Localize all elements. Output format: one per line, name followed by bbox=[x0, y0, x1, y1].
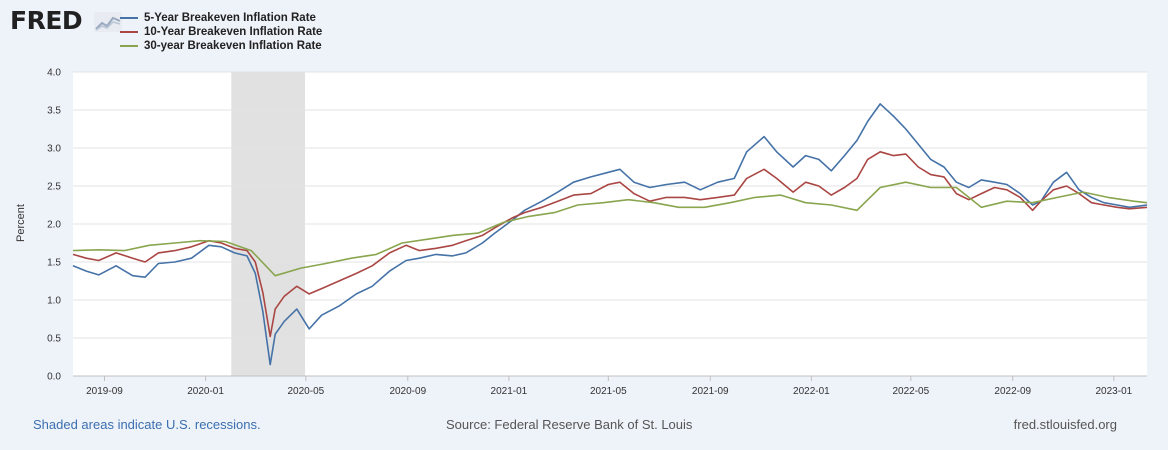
x-tick-label: 2020-09 bbox=[389, 386, 426, 397]
x-tick-label: 2022-09 bbox=[994, 386, 1031, 397]
recession-note[interactable]: Shaded areas indicate U.S. recessions. bbox=[33, 417, 261, 432]
legend-swatch bbox=[120, 45, 138, 47]
source-credit: Source: Federal Reserve Bank of St. Loui… bbox=[446, 417, 693, 432]
series-line[interactable] bbox=[72, 151, 1148, 338]
y-tick-label: 0.0 bbox=[47, 372, 61, 383]
y-tick-label: 1.5 bbox=[47, 258, 61, 269]
y-tick-label: 1.0 bbox=[47, 296, 61, 307]
legend-swatch bbox=[120, 17, 138, 19]
legend-label: 5-Year Breakeven Inflation Rate bbox=[144, 12, 316, 24]
y-tick-label: 0.5 bbox=[47, 334, 61, 345]
x-tick-label: 2021-01 bbox=[491, 386, 528, 397]
x-tick-label: 2023-01 bbox=[1096, 386, 1133, 397]
x-tick-label: 2019-09 bbox=[86, 386, 123, 397]
line-chart: 0.0 0.5 1.0 1.5 2.0 2.5 3.0 3.5 4.0 2019-09 2020-… bbox=[15, 68, 1148, 397]
y-tick-label: 2.5 bbox=[47, 182, 61, 193]
x-tick-label: 2022-01 bbox=[793, 386, 830, 397]
x-tick-label: 2020-01 bbox=[187, 386, 224, 397]
y-axis-label: Percent bbox=[15, 204, 27, 242]
line-chart-icon bbox=[94, 12, 122, 32]
x-tick-label: 2021-05 bbox=[590, 386, 627, 397]
y-tick-label: 3.5 bbox=[47, 106, 61, 117]
y-tick-label: 2.0 bbox=[47, 220, 61, 231]
legend-item[interactable]: 30-year Breakeven Inflation Rate bbox=[120, 39, 322, 53]
series-line[interactable] bbox=[72, 181, 1148, 277]
legend-item[interactable]: 10-Year Breakeven Inflation Rate bbox=[120, 25, 322, 39]
fred-logo[interactable]: FRED bbox=[10, 6, 122, 36]
legend-label: 30-year Breakeven Inflation Rate bbox=[144, 40, 322, 52]
y-tick-label: 4.0 bbox=[47, 68, 61, 79]
site-url[interactable]: fred.stlouisfed.org bbox=[1013, 417, 1117, 432]
logo-text: FRED bbox=[10, 6, 83, 35]
legend-label: 10-Year Breakeven Inflation Rate bbox=[144, 26, 323, 38]
x-tick-label: 2021-09 bbox=[692, 386, 729, 397]
legend-item[interactable]: 5-Year Breakeven Inflation Rate bbox=[120, 11, 322, 25]
y-tick-label: 3.0 bbox=[47, 144, 61, 155]
series-line[interactable] bbox=[72, 103, 1148, 366]
legend-swatch bbox=[120, 31, 138, 33]
x-tick-label: 2020-05 bbox=[288, 386, 325, 397]
chart-legend: 5-Year Breakeven Inflation Rate 10-Year … bbox=[120, 11, 322, 53]
x-tick-label: 2022-05 bbox=[892, 386, 929, 397]
